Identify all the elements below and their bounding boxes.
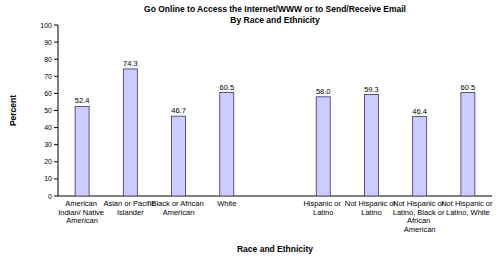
y-tick-label: 50	[44, 107, 52, 114]
data-label: 74.3	[123, 59, 138, 68]
y-tick-label: 90	[44, 39, 52, 46]
y-tick	[54, 42, 58, 43]
y-tick	[54, 127, 58, 128]
data-label: 46.7	[171, 106, 186, 115]
bar	[316, 97, 330, 196]
y-axis-label: Percent	[8, 95, 18, 126]
x-tick-label: American Indian/ Native American	[58, 199, 106, 225]
background	[0, 0, 500, 260]
y-tick	[54, 196, 58, 197]
x-tick-label: Black or African American	[151, 199, 205, 217]
y-tick	[54, 144, 58, 145]
data-label: 52.4	[75, 96, 90, 105]
data-label: 59.3	[364, 85, 379, 94]
x-tick-label: Not Hispanic or Latino, Black or African…	[393, 199, 447, 234]
y-tick-label: 100	[40, 22, 52, 29]
x-tick-label: Hispanic or Latino	[303, 199, 343, 217]
data-label: 60.5	[219, 83, 234, 92]
x-tick-label: Asian or Pacific Islander	[103, 199, 157, 217]
y-tick	[54, 76, 58, 77]
y-tick	[54, 93, 58, 94]
data-label: 46.4	[412, 107, 427, 116]
bar	[75, 106, 89, 196]
y-tick	[54, 25, 58, 26]
bar	[461, 93, 475, 196]
bar	[172, 116, 186, 196]
y-tick	[54, 161, 58, 162]
bars	[75, 69, 475, 196]
y-tick-label: 80	[44, 56, 52, 63]
x-tick-label: Not Hispanic or Latino	[345, 199, 398, 217]
bar	[413, 117, 427, 196]
y-tick	[54, 110, 58, 111]
x-tick-label: White	[217, 199, 236, 208]
y-tick-label: 10	[44, 175, 52, 182]
bar	[220, 93, 234, 196]
y-tick-label: 40	[44, 124, 52, 131]
bar	[364, 95, 378, 196]
y-tick-label: 20	[44, 158, 52, 165]
subtitle: By Race and Ethnicity	[230, 15, 320, 25]
data-label: 58.0	[316, 87, 331, 96]
bar	[123, 69, 137, 196]
y-tick-label: 60	[44, 90, 52, 97]
y-tick-label: 30	[44, 141, 52, 148]
y-tick-label: 70	[44, 73, 52, 80]
y-tick-label: 0	[48, 193, 52, 200]
y-tick	[54, 59, 58, 60]
y-tick	[54, 178, 58, 179]
data-label: 60.5	[461, 83, 476, 92]
x-tick-label: Not Hispanic or Latino, White	[441, 199, 494, 217]
x-axis-label: Race and Ethnicity	[237, 244, 313, 254]
title: Go Online to Access the Internet/WWW or …	[144, 4, 406, 14]
